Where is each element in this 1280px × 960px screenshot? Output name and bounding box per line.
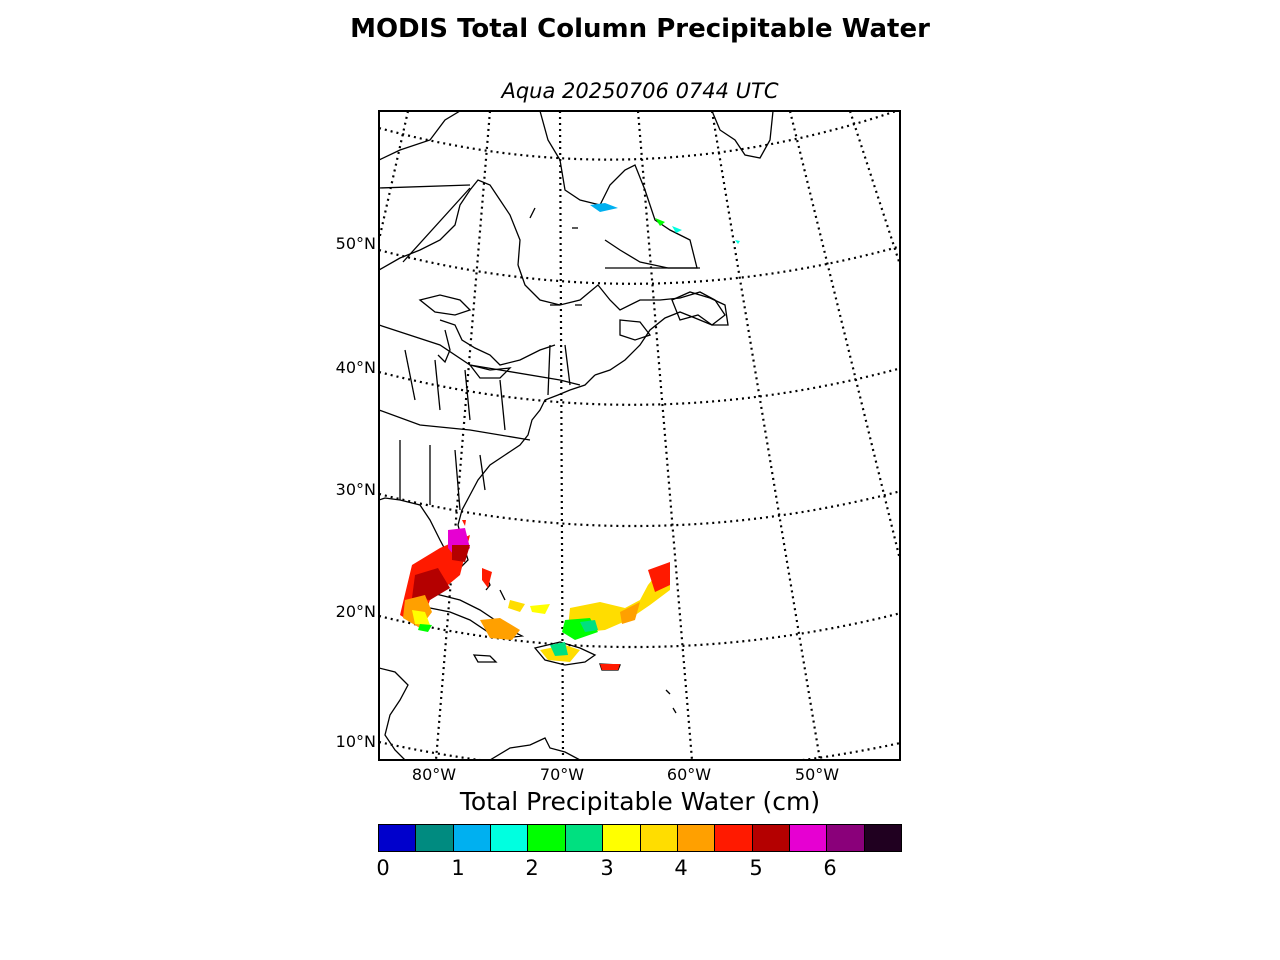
colorbar-tick-6: 6: [823, 856, 837, 880]
lat-label-10n: 10°N: [335, 732, 376, 751]
colorbar-segment-7: [640, 825, 678, 851]
coastlines: [379, 111, 774, 760]
lat-label-30n: 30°N: [335, 480, 376, 499]
colorbar-segment-2: [453, 825, 492, 851]
colorbar-segment-1: [416, 825, 454, 851]
lat-label-50n: 50°N: [335, 234, 376, 253]
colorbar-segment-3: [491, 825, 529, 851]
colorbar: [378, 824, 902, 852]
colorbar-tick-0: 0: [376, 856, 390, 880]
chart-title: MODIS Total Column Precipitable Water: [350, 14, 930, 44]
lon-label-60w: 60°W: [666, 765, 712, 784]
colorbar-tick-2: 2: [525, 856, 539, 880]
colorbar-segment-9: [715, 825, 753, 851]
lon-label-70w: 70°W: [539, 765, 585, 784]
lat-label-20n: 20°N: [335, 602, 376, 621]
precipitable-water-swath: [400, 203, 740, 670]
colorbar-title: Total Precipitable Water (cm): [459, 787, 821, 816]
longitude-gridlines: [379, 111, 900, 760]
colorbar-tick-4: 4: [674, 856, 688, 880]
colorbar-segment-8: [677, 825, 716, 851]
colorbar-segment-13: [864, 825, 902, 851]
colorbar-segment-11: [789, 825, 828, 851]
lon-label-50w: 50°W: [794, 765, 840, 784]
colorbar-segment-6: [603, 825, 641, 851]
colorbar-segment-10: [752, 825, 790, 851]
lon-label-80w: 80°W: [411, 765, 457, 784]
colorbar-segment-0: [379, 825, 417, 851]
colorbar-tick-1: 1: [451, 856, 465, 880]
map-frame: [378, 110, 901, 761]
colorbar-tick-3: 3: [600, 856, 614, 880]
colorbar-segment-5: [565, 825, 604, 851]
colorbar-tick-5: 5: [749, 856, 763, 880]
lat-label-40n: 40°N: [335, 358, 376, 377]
colorbar-segment-4: [528, 825, 566, 851]
chart-subtitle: Aqua 20250706 0744 UTC: [501, 79, 779, 103]
colorbar-segment-12: [827, 825, 865, 851]
latitude-gridlines: [379, 111, 900, 760]
